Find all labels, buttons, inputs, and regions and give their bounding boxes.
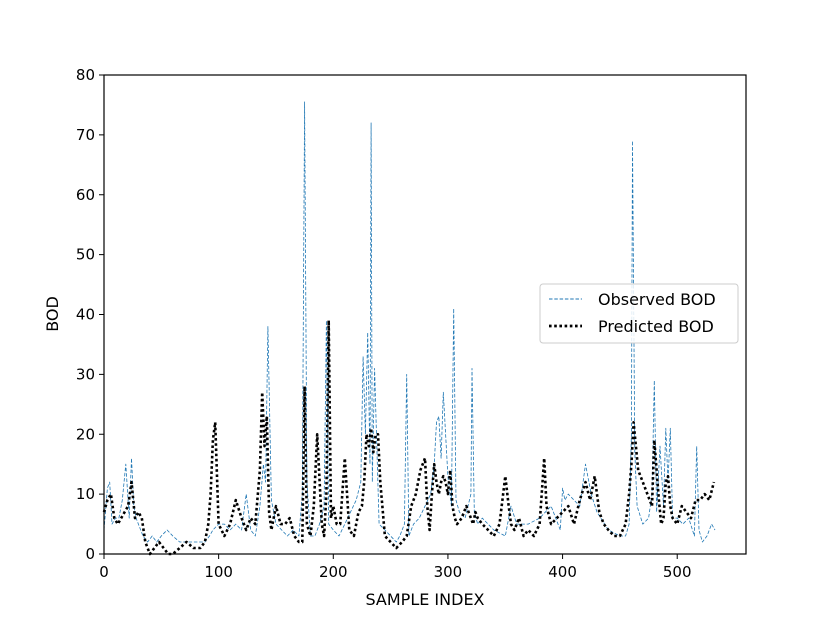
y-tick-label: 0 [85,545,95,563]
y-axis-label: BOD [43,296,62,332]
y-tick-label: 70 [76,126,95,144]
x-tick-label: 400 [548,563,577,581]
x-tick-label: 500 [663,563,692,581]
y-axis: 0 10 20 30 40 50 60 70 80 [76,66,104,563]
legend-frame [539,283,739,344]
x-tick-label: 100 [204,563,233,581]
y-tick-label: 60 [76,186,95,204]
series-line-predicted [102,319,716,556]
legend: Observed BOD Predicted BOD [539,283,739,344]
y-tick-label: 50 [76,246,95,264]
legend-label-observed: Observed BOD [598,290,716,309]
y-tick-label: 40 [76,306,95,324]
legend-label-predicted: Predicted BOD [598,317,714,336]
x-axis-label: SAMPLE INDEX [365,590,484,609]
x-tick-label: 200 [319,563,348,581]
y-tick-label: 30 [76,365,95,383]
y-tick-label: 20 [76,425,95,443]
x-tick-label: 300 [434,563,463,581]
x-axis: 0 100 200 300 400 500 [99,554,692,581]
y-tick-label: 10 [76,485,95,503]
series-layer [102,101,716,556]
y-tick-label: 80 [76,66,95,84]
x-tick-label: 0 [99,563,109,581]
